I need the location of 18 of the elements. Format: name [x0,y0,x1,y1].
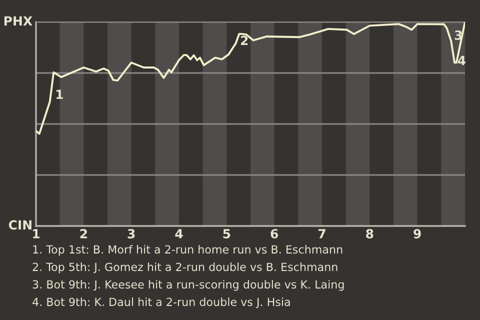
x-tick-label: 1 [33,229,40,238]
x-tick-label: 2 [80,229,87,238]
x-tick-label: 3 [128,229,135,238]
text: 3. Bot 9th: J. Keesee hit a run-scoring double vs K. Laing [32,280,344,291]
x-tick-label: 6 [270,229,278,238]
text: PHX [4,16,32,26]
text: 4. Bot 9th: K. Daul hit a 2-run double vs J. Hsia [32,298,290,308]
annotation: 1 [56,90,63,99]
x-tick-label: 9 [414,229,421,238]
text: 2. Top 5th: J. Gomez hit a 2-run double vs B. Eschmann [32,262,338,274]
x-tick-label: 5 [223,229,230,238]
text: 1. Top 1st: B. Morf hit a 2-run home run vs B. Eschmann [33,245,342,256]
annotation: 2 [241,36,248,46]
x-tick-label: 4 [175,229,183,238]
annotation: 4 [458,56,466,66]
x-tick-label: 8 [366,229,374,238]
text: CIN [8,220,32,230]
x-tick-label: 7 [318,229,326,238]
